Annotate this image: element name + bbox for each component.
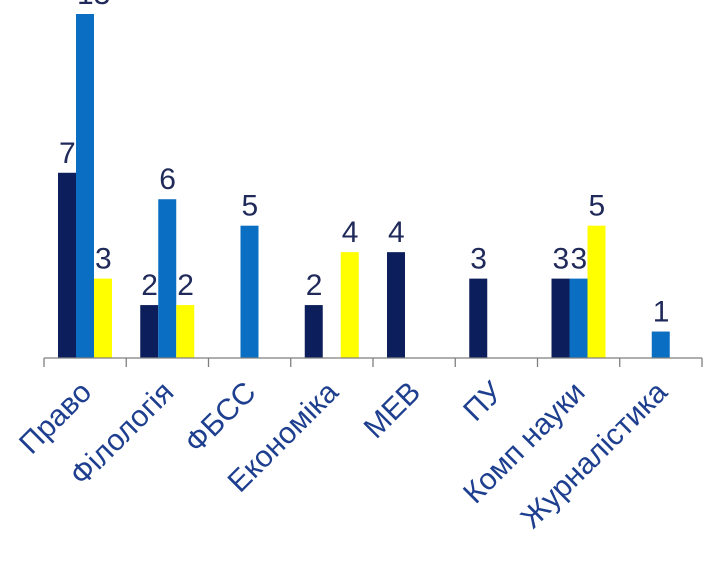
bar-Комп науки-series-2 <box>569 278 588 358</box>
bar-Економіка-series-1 <box>304 305 323 358</box>
data-label: 2 <box>141 269 158 302</box>
x-axis <box>43 357 703 367</box>
bar-Філологія-series-2 <box>158 199 177 358</box>
bar-Право-series-3 <box>94 278 112 358</box>
data-label: 3 <box>470 243 487 276</box>
data-label: 4 <box>388 216 405 249</box>
data-label: 2 <box>177 269 194 302</box>
bar-Комп науки-series-3 <box>587 225 606 358</box>
data-label: 2 <box>306 269 323 302</box>
data-labels-group: 7133262524433351 <box>59 0 669 329</box>
bar-Право-series-1 <box>58 172 76 358</box>
bar-Економіка-series-3 <box>340 252 359 358</box>
data-label: 4 <box>342 216 359 249</box>
data-label: 6 <box>159 163 176 196</box>
data-label: 5 <box>589 190 606 223</box>
bar-ФБСС-series-2 <box>240 225 259 358</box>
data-label: 3 <box>95 243 112 276</box>
bar-ПУ-series-1 <box>469 278 488 358</box>
data-label: 3 <box>553 243 570 276</box>
data-label: 5 <box>242 190 259 223</box>
data-label: 1 <box>653 296 670 329</box>
bar-Журналістика-series-2 <box>651 331 670 358</box>
bars-group <box>58 14 670 358</box>
bar-Філологія-series-3 <box>176 305 195 358</box>
category-label: МЕВ <box>358 376 427 445</box>
bar-МЕВ-series-1 <box>387 252 405 358</box>
data-label: 13 <box>77 0 110 11</box>
data-label: 7 <box>59 137 76 170</box>
bar-Право-series-2 <box>76 14 94 358</box>
category-label: Журналістика <box>515 375 674 534</box>
category-label: ПУ <box>457 375 510 428</box>
bar-Філологія-series-1 <box>140 305 159 358</box>
bar-Комп науки-series-1 <box>551 278 570 358</box>
data-label: 3 <box>571 243 588 276</box>
